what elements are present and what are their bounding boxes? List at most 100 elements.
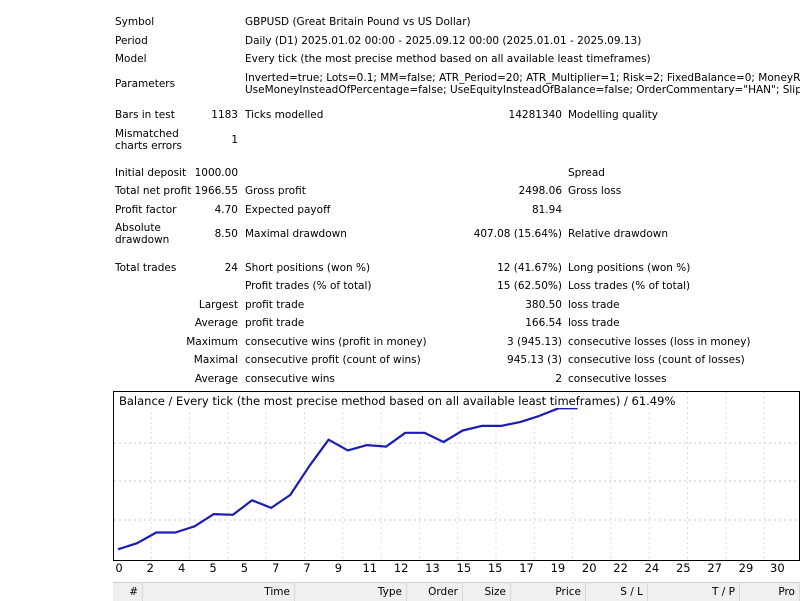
period-value: Daily (D1) 2025.01.02 00:00 - 2025.09.12…	[245, 35, 642, 47]
row-profit-trades: Profit trades (% of total) 15 (62.50%) L…	[0, 277, 800, 295]
ptrades-value: 15 (62.50%)	[497, 280, 562, 292]
max-losses-label: consecutive losses (loss in money)	[568, 336, 751, 348]
deals-col-header[interactable]: T / P	[648, 583, 740, 601]
grossprofit-label: Gross profit	[245, 185, 306, 197]
payoff-value: 81.94	[531, 204, 562, 216]
row-mismatch: Mismatched charts errors 1	[0, 126, 800, 154]
parameters-value: Inverted=true; Lots=0.1; MM=false; ATR_P…	[245, 72, 800, 96]
balance-series-line	[117, 407, 578, 551]
row-deposit: Initial deposit 1000.00 Spread	[0, 164, 800, 182]
x-tick-label: 11	[362, 561, 378, 575]
x-axis-ticks: 0 2 4 5 5 7 7 9 11 12 13 15 15 17 19 20 22 24 25 27 29 30	[0, 561, 800, 577]
trades-value: 24	[224, 262, 238, 274]
maximal-label: Maximal	[193, 354, 238, 366]
largest-label: Largest	[198, 299, 238, 311]
avg-wins-value: 2	[555, 373, 562, 385]
short-label: Short positions (won %)	[245, 262, 371, 274]
average-profit-label: profit trade	[245, 317, 305, 329]
grossprofit-value: 2498.06	[518, 185, 562, 197]
pf-value: 4.70	[214, 204, 238, 216]
balance-chart: Balance / Every tick (the most precise m…	[113, 391, 800, 561]
pf-label: Profit factor	[115, 204, 177, 216]
x-tick-label: 0	[115, 561, 123, 575]
bars-value: 1183	[211, 109, 238, 121]
x-tick-label: 12	[393, 561, 409, 575]
largest-profit-value: 380.50	[525, 299, 562, 311]
deals-col-header[interactable]: S / L	[586, 583, 648, 601]
row-largest: Largest profit trade 380.50 loss trade	[0, 296, 800, 314]
mismatch-value: 1	[231, 134, 238, 146]
avg-consec-label: Average	[194, 373, 238, 385]
row-bars: Bars in test 1183 Ticks modelled 1428134…	[0, 106, 800, 124]
short-value: 12 (41.67%)	[497, 262, 562, 274]
reldd-label: Relative drawdown	[568, 228, 669, 240]
grossloss-label: Gross loss	[568, 185, 622, 197]
deposit-value: 1000.00	[194, 167, 238, 179]
x-tick-label: 4	[178, 561, 186, 575]
x-tick-label: 29	[738, 561, 754, 575]
x-tick-label: 5	[240, 561, 249, 575]
deals-col-header[interactable]: Price	[511, 583, 586, 601]
mismatch-label: Mismatched charts errors	[115, 128, 182, 152]
x-tick-label: 5	[209, 561, 217, 575]
row-maximal: Maximal consecutive profit (count of win…	[0, 351, 800, 369]
chart-frame	[113, 391, 800, 561]
maximal-profit-value: 945.13 (3)	[507, 354, 562, 366]
netprofit-label: Total net profit	[115, 185, 192, 197]
ticks-value: 14281340	[508, 109, 562, 121]
ptrades-label: Profit trades (% of total)	[245, 280, 372, 292]
row-symbol: Symbol GBPUSD (Great Britain Pound vs US…	[0, 13, 800, 31]
deals-col-header[interactable]: Pro	[740, 583, 800, 601]
balance-chart-svg	[113, 391, 800, 561]
x-tick-label: 27	[707, 561, 722, 575]
ticks-label: Ticks modelled	[245, 109, 324, 121]
row-netprofit: Total net profit 1966.55 Gross profit 24…	[0, 182, 800, 200]
deals-col-header[interactable]: Type	[295, 583, 407, 601]
row-trades: Total trades 24 Short positions (won %) …	[0, 259, 800, 277]
chart-title: Balance / Every tick (the most precise m…	[119, 394, 676, 408]
row-model: Model Every tick (the most precise metho…	[0, 50, 800, 68]
x-tick-label: 9	[334, 561, 343, 575]
model-value: Every tick (the most precise method base…	[245, 53, 651, 65]
x-tick-label: 15	[456, 561, 472, 575]
row-maximum: Maximum consecutive wins (profit in mone…	[0, 333, 800, 351]
absdd-value: 8.50	[214, 228, 238, 240]
ltrades-label: Loss trades (% of total)	[568, 280, 691, 292]
parameters-label: Parameters	[115, 78, 176, 90]
largest-loss-label: loss trade	[568, 299, 620, 311]
maxdd-label: Maximal drawdown	[245, 228, 347, 240]
row-profit-factor: Profit factor 4.70 Expected payoff 81.94	[0, 201, 800, 219]
model-label: Model	[115, 53, 147, 65]
deals-col-header[interactable]: Order	[407, 583, 463, 601]
deals-col-header[interactable]: #	[113, 583, 143, 601]
spread-label: Spread	[568, 167, 605, 179]
bars-label: Bars in test	[115, 109, 175, 121]
period-label: Period	[115, 35, 148, 47]
deposit-label: Initial deposit	[115, 167, 187, 179]
row-drawdown: Absolute drawdown 8.50 Maximal drawdown …	[0, 220, 800, 248]
x-tick-label: 17	[519, 561, 534, 575]
row-average: Average profit trade 166.54 loss trade	[0, 314, 800, 332]
x-tick-label: 25	[675, 561, 691, 575]
deals-col-header[interactable]: Time	[143, 583, 295, 601]
symbol-value: GBPUSD (Great Britain Pound vs US Dollar…	[245, 16, 471, 28]
long-label: Long positions (won %)	[568, 262, 691, 274]
x-tick-label: 7	[303, 561, 311, 575]
netprofit-value: 1966.55	[194, 185, 238, 197]
x-tick-label: 2	[146, 561, 154, 575]
maximum-label: Maximum	[186, 336, 238, 348]
x-tick-label: 13	[425, 561, 440, 575]
x-tick-label: 19	[550, 561, 566, 575]
x-tick-label: 30	[770, 561, 785, 575]
trades-label: Total trades	[115, 262, 177, 274]
parameters-line-1: Inverted=true; Lots=0.1; MM=false; ATR_P…	[245, 72, 800, 84]
maxdd-value: 407.08 (15.64%)	[473, 228, 562, 240]
absdd-label: Absolute drawdown	[115, 222, 170, 246]
row-parameters: Parameters	[0, 75, 800, 93]
row-avg-consecutive: Average consecutive wins 2 consecutive l…	[0, 370, 800, 388]
deals-col-header[interactable]: Size	[463, 583, 511, 601]
x-tick-label: 24	[644, 561, 660, 575]
avg-wins-label: consecutive wins	[245, 373, 335, 385]
x-tick-label: 20	[581, 561, 597, 575]
